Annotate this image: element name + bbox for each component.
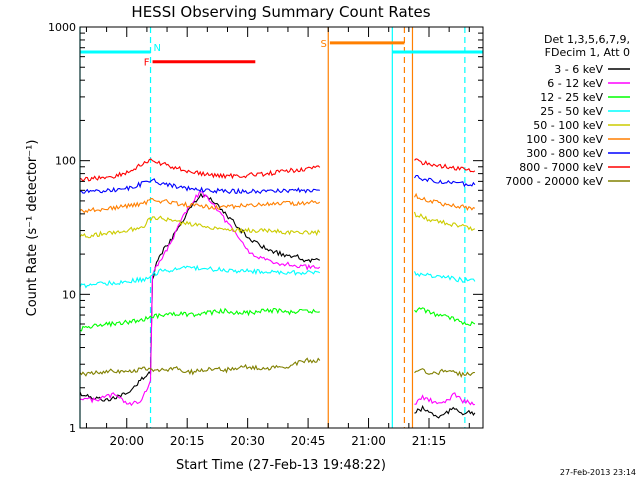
flag-label-n: N: [154, 43, 161, 54]
legend-label-7: 300 - 800 keV: [526, 147, 603, 160]
y-tick-label-1: 1: [69, 422, 76, 435]
series-line-4-segment-1: [79, 264, 321, 289]
x-tick-label-2: 20:15: [170, 434, 205, 448]
series-line-1-segment-1: [79, 192, 321, 402]
legend-label-1: 3 - 6 keV: [554, 63, 603, 76]
legend-label-6: 100 - 300 keV: [526, 133, 603, 146]
flag-bars: NF S: [80, 39, 483, 69]
series-line-8-segment-1: [79, 158, 321, 182]
series-line-5-segment-2: [413, 211, 476, 232]
plot-frame: [79, 26, 484, 429]
x-tick-label-6: 21:15: [412, 434, 447, 448]
legend-label-8: 800 - 7000 keV: [519, 161, 603, 174]
x-tick-label-5: 21:00: [351, 434, 386, 448]
y-axis-label: Count Rate (s⁻¹ detector⁻¹): [25, 140, 40, 317]
series-line-9-segment-2: [414, 368, 475, 378]
y-tick-label-10: 10: [62, 288, 76, 301]
legend-label-4: 25 - 50 keV: [540, 105, 603, 118]
chart-title: HESSI Observing Summary Count Rates: [131, 3, 430, 21]
series-line-6-segment-1: [79, 198, 321, 214]
y-tick-label-100: 100: [55, 155, 76, 168]
series-line-8-segment-2: [414, 158, 476, 173]
x-tick-label-3: 20:30: [230, 434, 265, 448]
axes: 1 10 100 1000 20:00 20:15 20:30 20:45 21:00 21:15: [48, 21, 483, 448]
y-tick-label-1000: 1000: [48, 21, 76, 34]
legend-header-line-2: FDecim 1, Att 0: [545, 46, 630, 59]
series-line-5-segment-1: [79, 215, 321, 239]
legend: Det 1,3,5,6,7,9, FDecim 1, Att 0 3 - 6 k…: [505, 33, 630, 188]
legend-label-5: 50 - 100 keV: [533, 119, 603, 132]
x-axis-label: Start Time (27-Feb-13 19:48:22): [176, 458, 386, 473]
series-line-6-segment-2: [414, 192, 476, 211]
legend-label-3: 12 - 25 keV: [540, 91, 603, 104]
x-tick-label-4: 20:45: [291, 434, 326, 448]
series-line-2-segment-1: [79, 191, 321, 407]
footer-timestamp: 27-Feb-2013 23:14: [560, 468, 636, 477]
flag-label-s: S: [321, 39, 327, 50]
marker-lines: [79, 27, 466, 428]
legend-header-line-1: Det 1,3,5,6,7,9,: [544, 33, 630, 46]
series-line-9-segment-1: [79, 357, 321, 377]
series-line-3-segment-2: [414, 307, 476, 327]
series-line-4-segment-2: [413, 271, 476, 283]
series-line-7-segment-2: [414, 174, 476, 188]
flag-label-f: F: [144, 58, 150, 69]
legend-label-2: 6 - 12 keV: [547, 77, 603, 90]
series-line-1-segment-2: [414, 404, 476, 419]
series-line-7-segment-1: [80, 178, 320, 195]
x-tick-label-1: 20:00: [109, 434, 144, 448]
series-line-3-segment-1: [79, 307, 320, 332]
series-lines: [79, 158, 476, 419]
series-line-2-segment-2: [414, 392, 475, 406]
legend-label-9: 7000 - 20000 keV: [505, 175, 603, 188]
